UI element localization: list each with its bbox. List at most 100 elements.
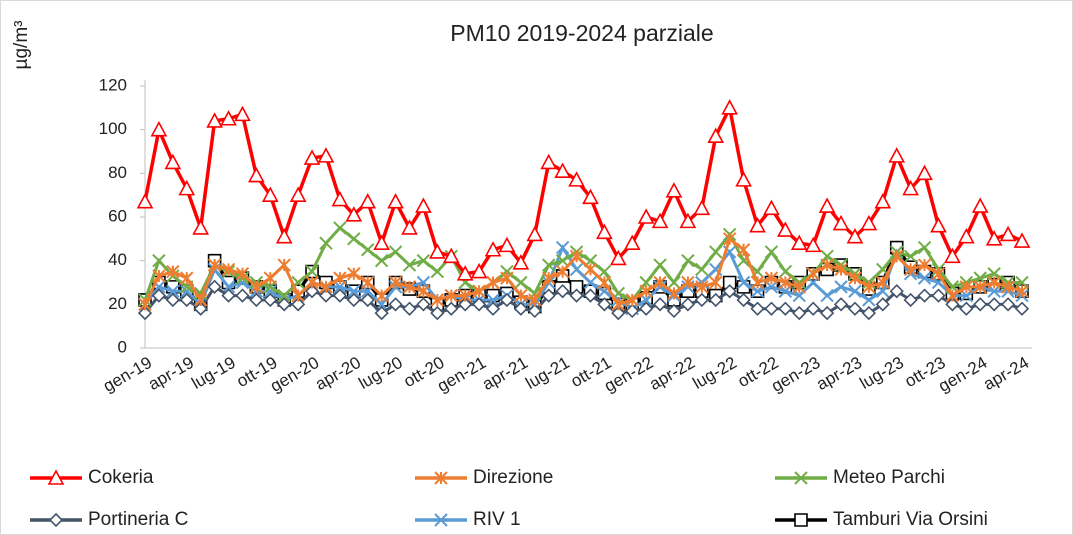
marker	[458, 288, 472, 303]
y-axis-label: µg/m³	[11, 21, 32, 70]
marker	[971, 197, 989, 213]
marker	[875, 297, 890, 312]
marker	[860, 214, 878, 231]
marker	[931, 267, 946, 281]
marker	[402, 258, 417, 272]
marker	[456, 265, 474, 281]
marker	[166, 264, 180, 279]
marker	[916, 164, 933, 181]
marker	[234, 105, 251, 122]
marker	[695, 280, 709, 294]
marker	[499, 292, 515, 308]
marker	[541, 258, 556, 272]
series	[138, 232, 1029, 312]
marker	[694, 292, 709, 308]
marker	[471, 297, 487, 312]
marker	[289, 186, 307, 202]
marker	[861, 305, 877, 321]
legend-label: Tamburi Via Orsini	[833, 509, 988, 530]
marker	[889, 284, 904, 299]
marker	[164, 153, 182, 170]
marker	[848, 271, 862, 285]
marker	[263, 284, 277, 298]
marker	[514, 275, 528, 290]
marker	[693, 199, 711, 216]
marker	[442, 247, 460, 264]
marker	[876, 275, 890, 290]
marker	[611, 297, 626, 312]
marker	[987, 297, 1002, 312]
marker	[917, 271, 932, 285]
marker	[778, 275, 793, 290]
marker	[512, 254, 530, 270]
marker	[361, 275, 375, 290]
marker	[193, 293, 208, 307]
marker	[277, 288, 291, 303]
marker	[206, 112, 223, 128]
marker	[778, 264, 793, 279]
marker	[806, 267, 820, 281]
marker	[387, 193, 404, 209]
marker	[221, 288, 236, 303]
marker	[486, 293, 500, 307]
marker	[374, 288, 389, 303]
marker	[637, 208, 655, 224]
marker	[1001, 280, 1015, 294]
marker	[150, 120, 168, 137]
marker	[903, 249, 918, 264]
y-tick-label: 100	[99, 119, 127, 138]
marker	[902, 179, 919, 196]
marker	[554, 162, 571, 178]
marker	[416, 253, 431, 268]
marker	[804, 236, 822, 253]
marker	[498, 236, 516, 253]
marker	[192, 219, 210, 235]
marker	[514, 288, 528, 303]
marker	[541, 271, 556, 285]
marker	[500, 264, 514, 279]
marker	[513, 301, 528, 316]
marker	[582, 188, 599, 205]
marker	[291, 288, 305, 303]
marker	[374, 253, 389, 268]
marker	[999, 225, 1017, 242]
marker	[555, 284, 570, 299]
marker	[541, 288, 556, 303]
marker	[569, 288, 584, 303]
marker	[277, 258, 291, 272]
marker	[736, 243, 751, 257]
marker	[346, 292, 361, 308]
marker	[138, 297, 152, 312]
marker	[207, 279, 222, 294]
marker	[596, 223, 613, 240]
marker	[235, 267, 250, 281]
marker	[792, 280, 806, 294]
marker	[179, 292, 194, 308]
marker	[528, 293, 542, 307]
marker	[722, 284, 737, 299]
marker	[903, 262, 918, 277]
marker	[667, 286, 681, 301]
marker	[736, 292, 751, 308]
marker	[917, 258, 932, 272]
marker	[248, 166, 265, 183]
marker	[931, 288, 946, 303]
marker	[930, 217, 947, 233]
marker	[178, 179, 196, 196]
series	[137, 279, 1030, 321]
marker	[862, 280, 876, 294]
marker	[458, 297, 473, 312]
marker	[834, 280, 848, 294]
marker	[1015, 284, 1029, 298]
marker	[609, 249, 627, 266]
marker	[388, 275, 403, 290]
marker	[249, 292, 264, 308]
marker	[373, 234, 390, 250]
legend-label: Portineria C	[88, 509, 188, 530]
marker	[639, 301, 654, 316]
marker	[263, 271, 277, 285]
marker	[1014, 301, 1030, 316]
marker	[833, 297, 849, 312]
marker	[472, 284, 486, 298]
